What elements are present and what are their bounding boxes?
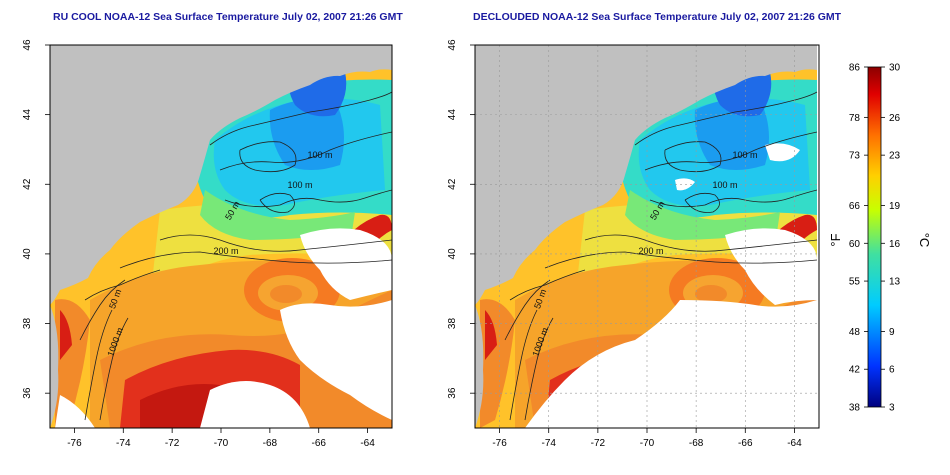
lon-tick-label: -68 <box>263 438 278 449</box>
celsius-tick-label: 13 <box>889 277 901 288</box>
fahrenheit-tick-label: 38 <box>849 403 861 414</box>
lon-tick-label: -64 <box>360 438 375 449</box>
celsius-tick-label: 3 <box>889 403 895 414</box>
lon-tick-label: -74 <box>116 438 131 449</box>
lat-tick-label: 42 <box>447 178 458 190</box>
lat-tick-label: 42 <box>22 178 33 190</box>
fahrenheit-tick-label: 73 <box>849 151 861 162</box>
lat-tick-label: 46 <box>22 39 33 51</box>
fahrenheit-tick-label: 60 <box>849 239 861 250</box>
lat-tick-label: 38 <box>447 318 458 330</box>
lon-tick-label: -70 <box>214 438 229 449</box>
lon-tick-label: -72 <box>165 438 180 449</box>
celsius-tick-label: 23 <box>889 151 901 162</box>
map-title-left: RU COOL NOAA-12 Sea Surface Temperature … <box>53 11 403 23</box>
fahrenheit-tick-label: 55 <box>849 277 861 288</box>
colorbar-gradient <box>868 67 881 407</box>
map-title-right: DECLOUDED NOAA-12 Sea Surface Temperatur… <box>473 11 842 23</box>
fahrenheit-tick-label: 42 <box>849 365 861 376</box>
fahrenheit-tick-label: 66 <box>849 201 861 212</box>
colorbar: 86 30 78 26 73 23 66 19 60 16 55 13 48 9 42 6 38 3 °F °C <box>828 63 932 414</box>
lon-tick-label: -68 <box>689 438 704 449</box>
fahrenheit-unit-label: °F <box>828 233 843 246</box>
lon-tick-label: -76 <box>492 438 507 449</box>
fahrenheit-tick-label: 86 <box>849 63 861 74</box>
lon-tick-label: -72 <box>591 438 606 449</box>
lat-tick-label: 40 <box>22 248 33 260</box>
map-left: -76 -74 -72 -70 -68 -66 -64 36 38 40 42 44 46 100 m 1… <box>22 39 393 449</box>
contour-label: 100 m <box>307 150 332 160</box>
axis-right: -76 -74 -72 -70 -68 -66 -64 36 38 40 42 44 46 <box>447 39 802 449</box>
contour-label: 100 m <box>712 180 737 190</box>
fahrenheit-tick-label: 48 <box>849 327 861 338</box>
contour-label: 200 m <box>213 246 238 256</box>
lat-tick-label: 40 <box>447 248 458 260</box>
contour-label: 100 m <box>287 180 312 190</box>
map-right: -76 -74 -72 -70 -68 -66 -64 36 38 40 42 44 46 100 m 1… <box>447 39 820 449</box>
contour-label: 200 m <box>638 246 663 256</box>
lat-tick-label: 44 <box>22 109 33 121</box>
celsius-tick-label: 19 <box>889 201 901 212</box>
colorbar-frame <box>867 66 882 408</box>
axis-left: -76 -74 -72 -70 -68 -66 -64 36 38 40 42 44 46 <box>22 39 375 449</box>
lon-tick-label: -66 <box>311 438 326 449</box>
lon-tick-label: -70 <box>640 438 655 449</box>
lon-tick-label: -66 <box>738 438 753 449</box>
lon-tick-label: -74 <box>541 438 556 449</box>
celsius-tick-label: 30 <box>889 63 901 74</box>
celsius-unit-label: °C <box>917 233 932 248</box>
lat-tick-label: 36 <box>22 387 33 399</box>
contour-label: 100 m <box>732 150 757 160</box>
lat-tick-label: 46 <box>447 39 458 51</box>
lat-tick-label: 38 <box>22 318 33 330</box>
lat-tick-label: 44 <box>447 109 458 121</box>
celsius-tick-label: 9 <box>889 327 895 338</box>
grid-right <box>475 45 819 428</box>
celsius-tick-label: 16 <box>889 239 901 250</box>
colorbar-ticks: 86 30 78 26 73 23 66 19 60 16 55 13 48 9 42 6 38 3 <box>849 63 901 414</box>
celsius-tick-label: 26 <box>889 113 901 124</box>
lat-tick-label: 36 <box>447 387 458 399</box>
lon-tick-label: -64 <box>787 438 802 449</box>
celsius-tick-label: 6 <box>889 365 895 376</box>
lon-tick-label: -76 <box>67 438 82 449</box>
fahrenheit-tick-label: 78 <box>849 113 861 124</box>
